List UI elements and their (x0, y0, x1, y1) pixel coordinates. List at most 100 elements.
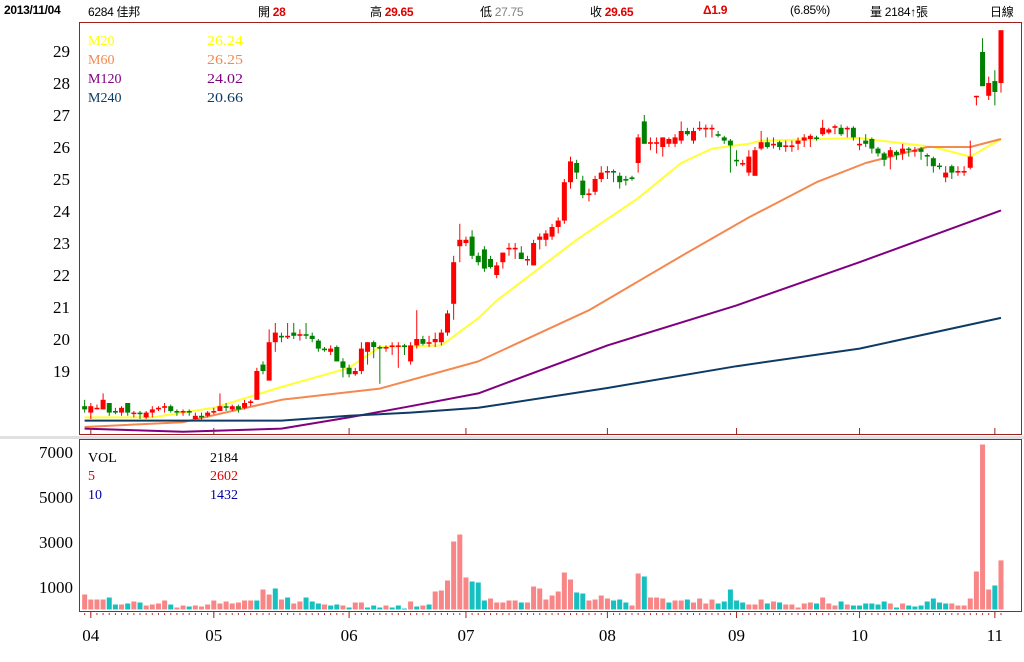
candle-body (949, 166, 955, 173)
price-tick-label: 19 (53, 362, 70, 381)
volume-axis-tick (643, 613, 645, 615)
volume-axis-tick (877, 613, 879, 615)
candle-body (980, 51, 986, 87)
candle-body (986, 83, 992, 96)
volume-axis-tick (729, 613, 731, 615)
candle-body (672, 137, 678, 144)
month-label: 07 (457, 626, 475, 645)
close-price: 收 29.65 (590, 3, 634, 20)
candle-body (260, 364, 266, 371)
volume-bar (94, 599, 100, 610)
candle (94, 404, 100, 410)
candle (826, 127, 832, 135)
candle (598, 166, 604, 183)
candle (106, 403, 112, 416)
candle-body (764, 142, 770, 147)
volume-axis-tick (723, 613, 725, 615)
candle-body (500, 252, 506, 263)
candle-body (401, 345, 407, 347)
volume-axis-tick (490, 613, 492, 615)
volume-unit: ↑張 (910, 5, 928, 19)
volume-bar (980, 444, 986, 610)
volume-axis-tick (994, 613, 996, 615)
volume-bar (438, 590, 444, 610)
candle (303, 323, 309, 339)
candle (125, 403, 131, 416)
volume-axis-tick (440, 613, 442, 615)
candle (389, 342, 395, 355)
volume-bar (789, 604, 795, 610)
volume-axis-tick (736, 613, 738, 615)
volume-bar (549, 595, 555, 610)
volume-axis-tick (508, 613, 510, 615)
candle (955, 166, 961, 176)
volume-axis-tick (674, 613, 676, 615)
candle-body (617, 175, 623, 183)
candle-body (180, 411, 186, 413)
month-label: 06 (341, 626, 358, 645)
candle-body (961, 171, 967, 173)
candle-body (783, 145, 789, 147)
volume-axis-tick (883, 613, 885, 615)
candle-body (734, 159, 740, 162)
volume-bar (174, 607, 180, 610)
candle (980, 38, 986, 87)
candle (537, 233, 543, 250)
candle (943, 166, 949, 183)
candle-body (445, 313, 450, 333)
candle-body (119, 407, 125, 413)
legend-m60-value: 26.25 (207, 53, 243, 68)
volume-axis-tick (477, 613, 479, 615)
volume-bar (641, 576, 647, 610)
volume-axis-tick (625, 613, 627, 615)
volume-axis-tick (797, 613, 799, 615)
volume-bar (586, 600, 592, 610)
volume-bar (844, 604, 850, 610)
period-selector[interactable]: 日線 (990, 5, 1014, 19)
volume-axis-tick (385, 613, 387, 615)
candle-body (697, 127, 703, 130)
candle (426, 335, 432, 347)
candle (149, 406, 155, 418)
candle-body (377, 347, 383, 349)
volume-bar (918, 605, 924, 610)
volume-bar (340, 605, 346, 610)
candle (248, 399, 254, 407)
volume-bar (998, 560, 1004, 610)
volume-bar (561, 572, 567, 610)
volume-axis-tick (262, 613, 264, 615)
volume-bar (955, 605, 961, 610)
candle (770, 137, 776, 149)
price-panel-frame (79, 22, 1022, 435)
candle (801, 134, 807, 147)
candle-body (211, 411, 217, 413)
volume-bar (205, 604, 211, 610)
price-tick-label: 27 (53, 106, 71, 125)
volume-axis-tick (582, 613, 584, 615)
candle-body (703, 127, 709, 130)
candle (340, 358, 346, 378)
volume-bar (303, 597, 309, 610)
volume-label: 量 (870, 5, 882, 19)
candle-body (229, 406, 235, 410)
volume-bar (297, 601, 303, 610)
candle (937, 163, 942, 170)
candle-body (389, 345, 395, 347)
price-tick-label: 20 (53, 330, 70, 349)
candle-body (186, 411, 192, 413)
candle-body (801, 137, 807, 141)
candle-body (266, 342, 272, 381)
volume-axis-tick (367, 613, 369, 615)
candle (832, 124, 838, 135)
volume-axis-tick (194, 613, 196, 615)
candle (278, 332, 284, 343)
volume-axis-tick (201, 613, 202, 615)
volume-axis-tick (250, 613, 252, 615)
ma-line-m240 (84, 316, 1002, 422)
volume-bar (623, 602, 629, 610)
candle-body (561, 182, 567, 221)
volume-bar (814, 603, 819, 610)
candle-body (475, 255, 481, 263)
volume-tick-label: 5000 (39, 488, 73, 507)
volume-bar (291, 603, 297, 610)
